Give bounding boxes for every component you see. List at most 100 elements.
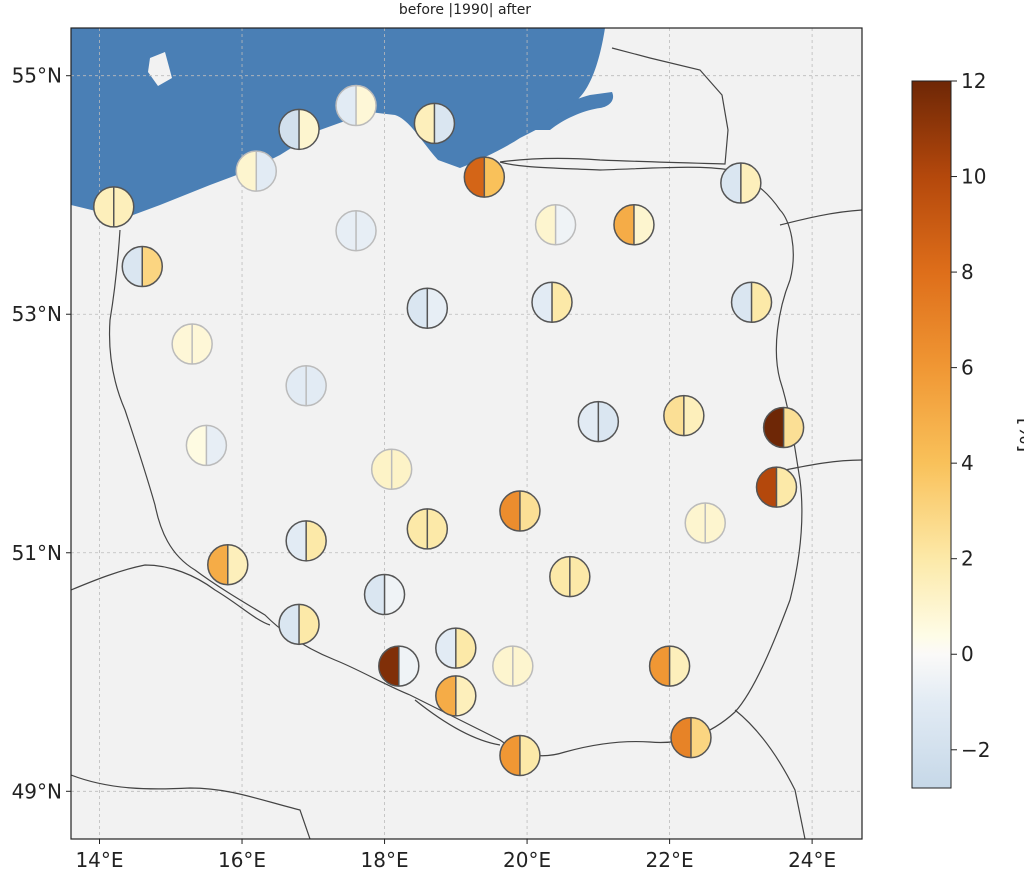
station-after-half <box>776 467 797 508</box>
station-after-half <box>455 628 476 669</box>
station-marker <box>335 210 377 252</box>
station-marker <box>499 490 541 532</box>
x-axis-ticks: 14°E 16°E 18°E 20°E 22°E 24°E <box>75 839 836 869</box>
station-marker <box>435 675 477 717</box>
station-before-half <box>407 288 428 329</box>
station-after-half <box>740 163 761 204</box>
colorbar-tick-label: 2 <box>961 547 974 571</box>
station-before-half <box>756 467 777 508</box>
station-before-half <box>371 449 392 490</box>
station-marker <box>335 84 377 127</box>
colorbar: 12 10 8 6 4 2 0 −2 [%] <box>911 69 1024 789</box>
station-before-half <box>186 425 207 466</box>
x-tick-label: 20°E <box>503 848 551 869</box>
y-tick-label: 55°N <box>12 64 62 88</box>
colorbar-tick-label: 6 <box>961 356 974 380</box>
station-marker <box>185 424 228 467</box>
station-after-half <box>384 574 405 615</box>
station-marker <box>492 645 534 687</box>
station-marker <box>285 365 327 407</box>
station-before-half <box>435 628 456 669</box>
station-before-half <box>279 109 300 150</box>
station-after-half <box>569 556 590 597</box>
station-marker <box>730 281 773 324</box>
station-before-half <box>286 365 307 406</box>
station-after-half <box>299 109 320 150</box>
station-after-half <box>299 604 320 645</box>
station-marker <box>278 108 320 151</box>
station-before-half <box>663 395 684 436</box>
colorbar-label: [%] <box>1015 418 1024 453</box>
station-after-half <box>142 246 163 287</box>
y-tick-label: 51°N <box>12 541 62 565</box>
station-after-half <box>306 365 327 406</box>
colorbar-tick-label: 8 <box>961 260 974 284</box>
station-marker <box>171 323 213 365</box>
station-before-half <box>549 556 570 597</box>
country-borders <box>71 47 862 839</box>
station-before-half <box>464 157 485 198</box>
station-before-half <box>414 103 435 144</box>
station-before-half <box>93 186 114 227</box>
station-before-half <box>578 401 599 442</box>
station-marker <box>378 645 420 687</box>
station-after-half <box>256 151 277 192</box>
station-marker <box>549 555 591 598</box>
station-before-half <box>670 717 691 758</box>
colorbar-tick-label: 0 <box>961 642 974 666</box>
station-before-half <box>172 324 193 365</box>
station-after-half <box>690 717 711 758</box>
y-axis-ticks: 49°N 51°N 53°N 55°N <box>12 64 71 803</box>
x-tick-label: 24°E <box>788 848 836 869</box>
station-after-half <box>227 544 248 585</box>
station-after-half <box>455 675 476 716</box>
station-after-half <box>427 508 448 549</box>
station-before-half <box>286 520 307 561</box>
station-after-half <box>356 85 377 126</box>
colorbar-ticks: 12 10 8 6 4 2 0 −2 <box>951 69 990 762</box>
station-marker <box>670 716 712 759</box>
colorbar-tick-label: 4 <box>961 451 974 475</box>
station-before-half <box>336 85 357 126</box>
station-after-half <box>434 103 455 144</box>
colorbar-bar <box>911 80 952 789</box>
station-marker <box>499 734 541 777</box>
station-before-half <box>364 574 385 615</box>
station-marker <box>720 162 762 204</box>
station-after-half <box>598 401 619 442</box>
y-tick-label: 49°N <box>12 779 62 803</box>
station-before-half <box>435 675 456 716</box>
station-after-half <box>669 646 690 687</box>
colorbar-tick-label: 10 <box>961 165 986 189</box>
station-before-half <box>731 282 752 323</box>
station-before-half <box>279 604 300 645</box>
x-tick-label: 16°E <box>218 848 266 869</box>
station-marker <box>121 245 164 288</box>
island <box>148 52 172 86</box>
station-before-half <box>378 646 399 687</box>
station-before-half <box>649 646 670 687</box>
station-marker <box>207 543 249 586</box>
y-tick-label: 53°N <box>12 302 62 326</box>
station-before-half <box>763 407 784 448</box>
station-marker <box>531 281 573 324</box>
station-marker <box>613 204 655 246</box>
station-before-half <box>532 282 553 323</box>
station-marker <box>577 400 620 443</box>
station-after-half <box>192 324 213 365</box>
station-marker <box>413 102 456 145</box>
station-marker <box>435 627 477 669</box>
station-marker <box>406 508 449 550</box>
vistula-lagoon <box>535 92 614 130</box>
station-before-half <box>535 204 556 245</box>
x-tick-label: 22°E <box>646 848 694 869</box>
station-marker <box>370 448 413 491</box>
station-after-half <box>683 395 704 436</box>
colorbar-tick-label: −2 <box>961 738 990 762</box>
station-marker <box>93 186 135 228</box>
map-panel <box>70 27 863 840</box>
station-after-half <box>555 204 576 245</box>
station-after-half <box>552 282 573 323</box>
station-after-half <box>519 491 540 532</box>
